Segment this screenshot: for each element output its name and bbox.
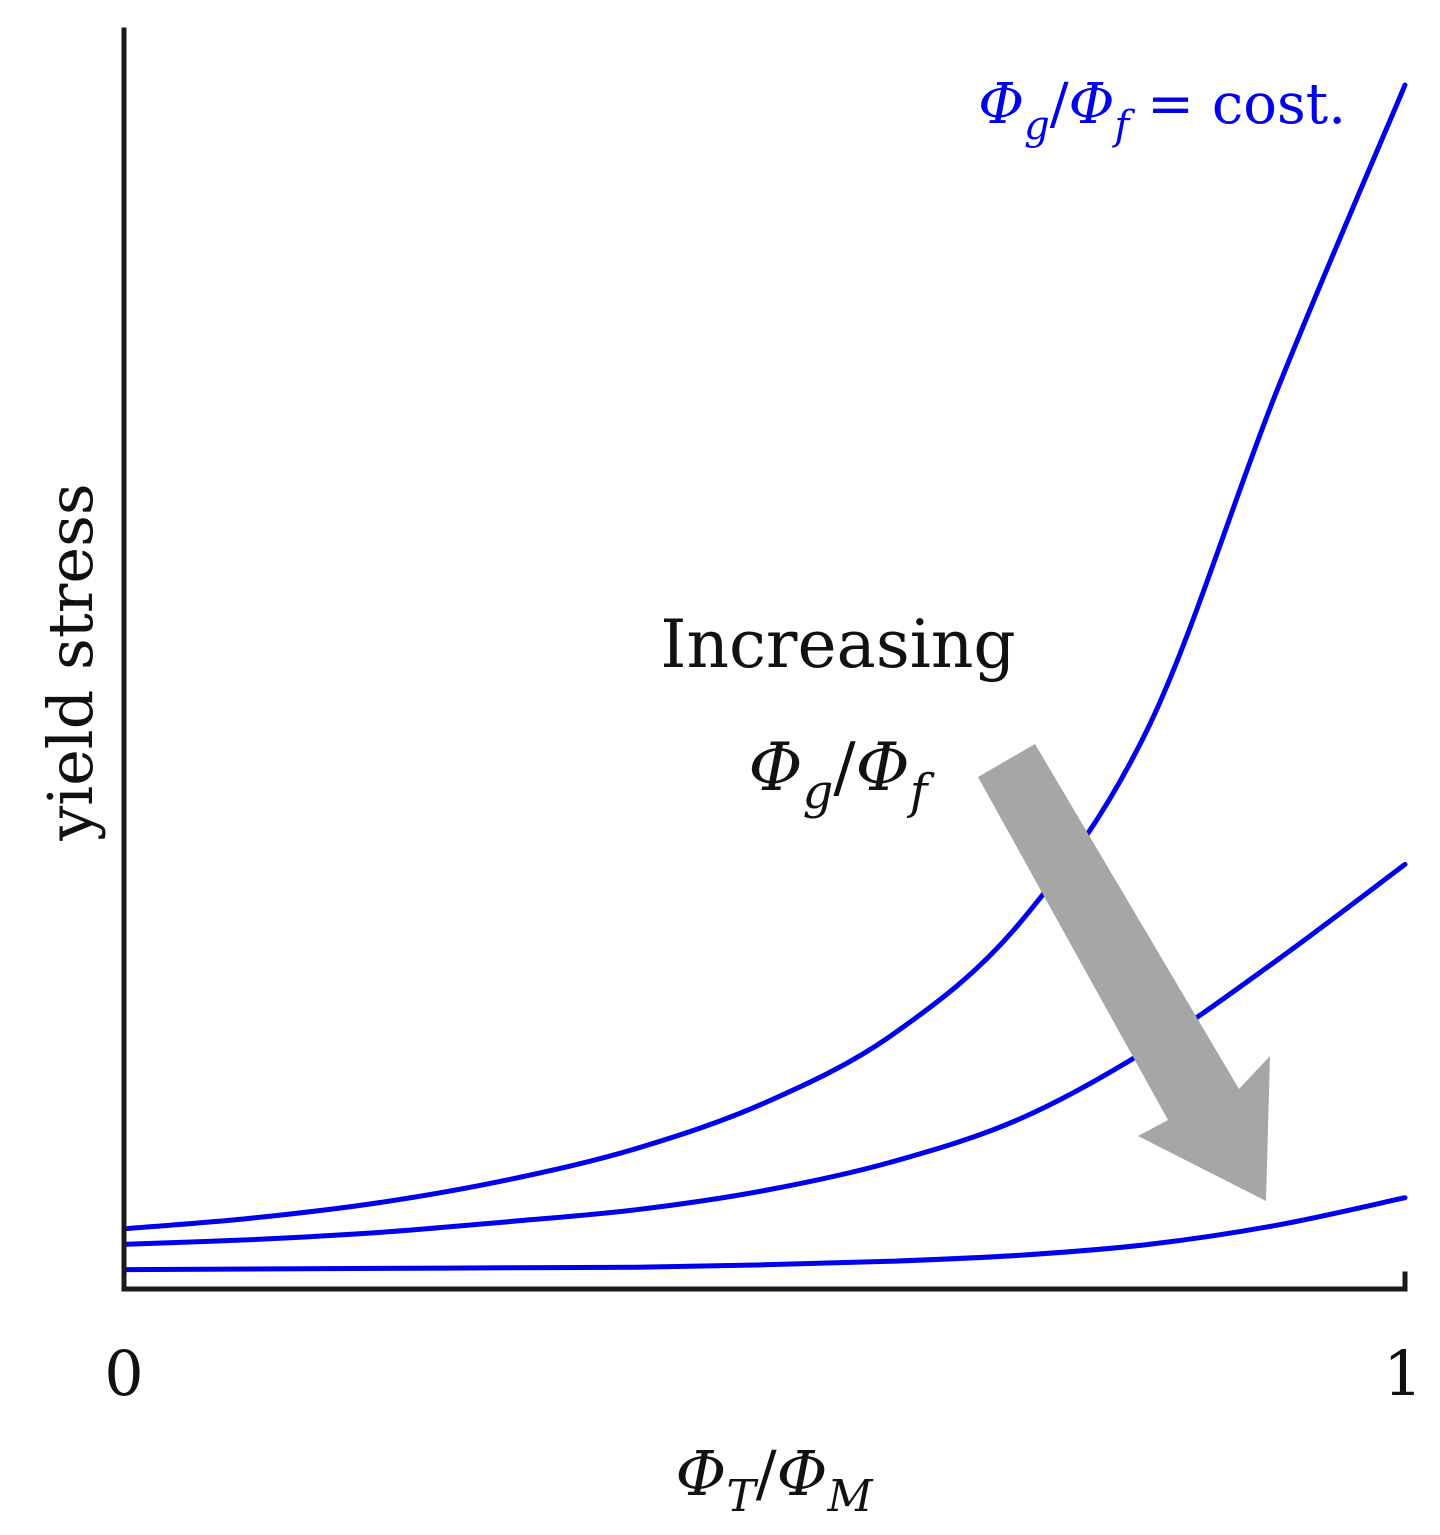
y-axis-label: yield stress	[34, 483, 107, 841]
series-line-1	[121, 82, 1408, 1232]
series-line-3	[121, 1195, 1408, 1273]
x-axis-label: ΦT/ΦM	[676, 1437, 874, 1522]
series-curves	[121, 82, 1408, 1273]
down-right-arrow-icon	[978, 744, 1270, 1201]
x-tick-label-0: 0	[104, 1337, 143, 1410]
x-axis-line	[121, 1271, 1408, 1292]
curve-annotation: Φg/Φf = cost.	[978, 72, 1346, 149]
series-line-2	[121, 861, 1408, 1247]
trend-annotation-ratio: Φg/Φf	[749, 729, 935, 820]
x-tick-label-1: 1	[1383, 1337, 1422, 1410]
trend-annotation-title: Increasing	[660, 606, 1015, 683]
